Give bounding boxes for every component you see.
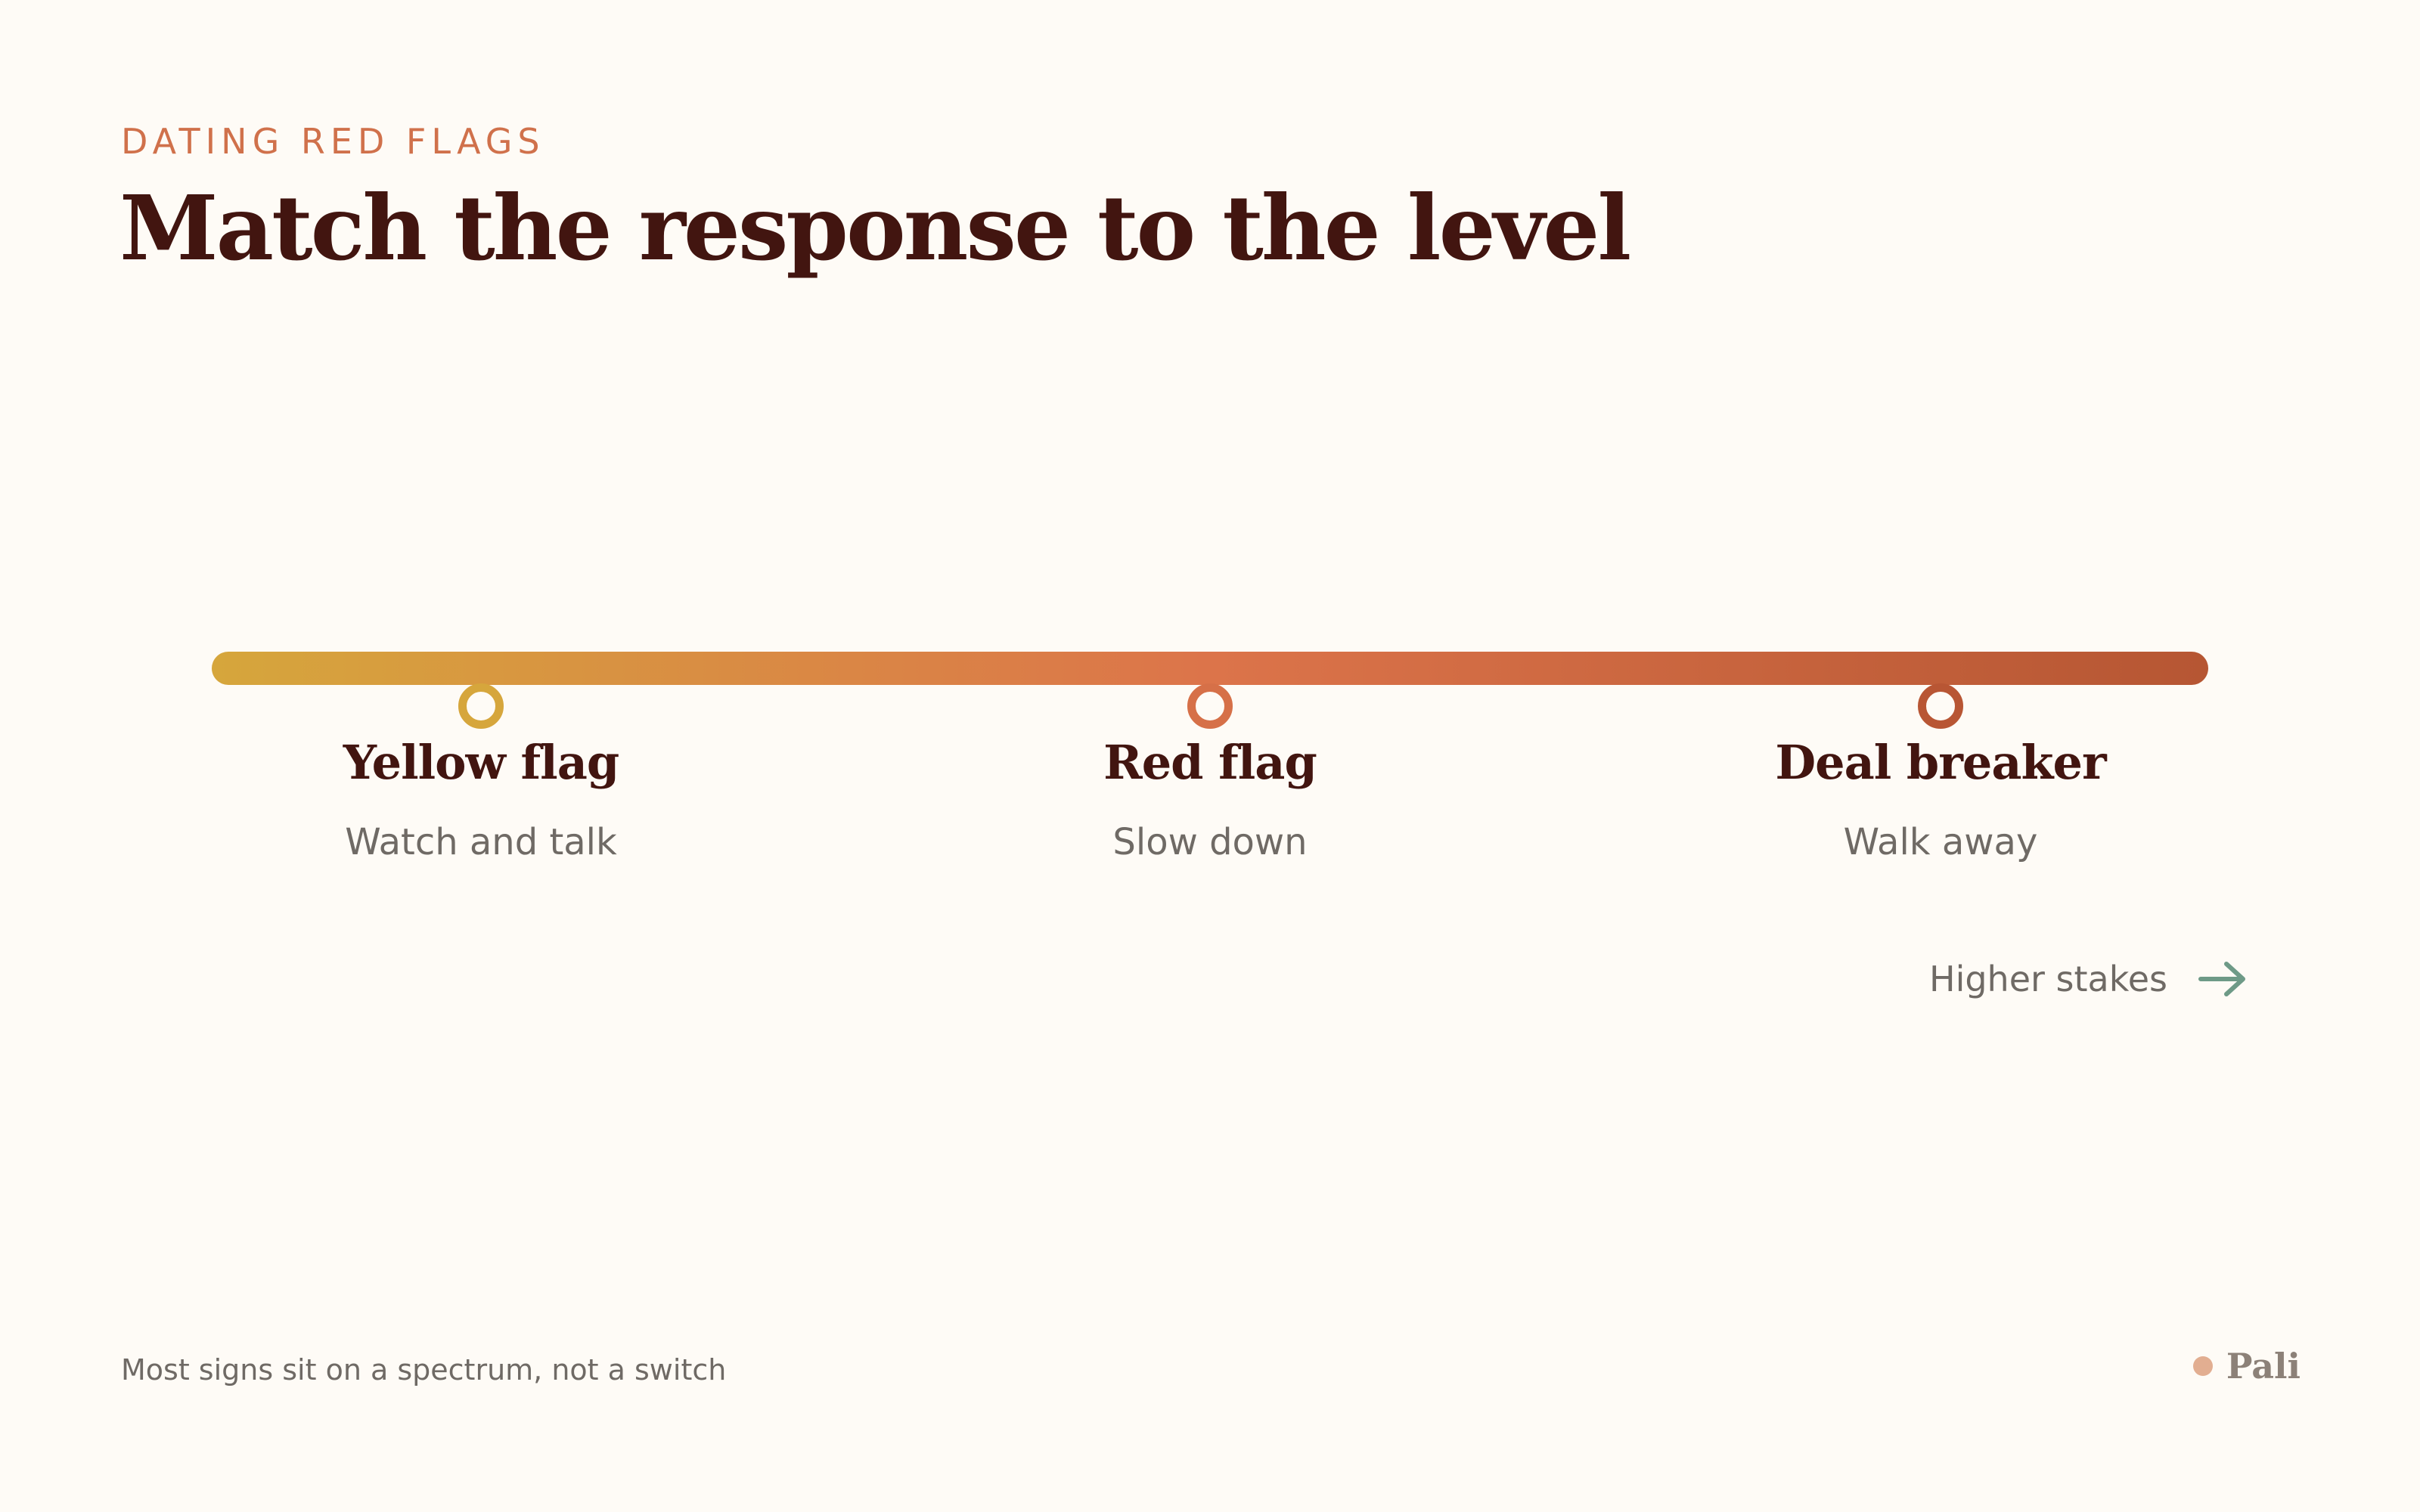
level-name-yellow-flag: Yellow flag xyxy=(343,735,619,790)
marker-yellow-flag xyxy=(458,683,504,729)
level-action-yellow-flag: Watch and talk xyxy=(345,821,617,863)
marker-red-flag xyxy=(1187,683,1233,729)
eyebrow-label: DATING RED FLAGS xyxy=(121,121,545,162)
brand-dot xyxy=(2192,1356,2213,1376)
brand-name: Pali xyxy=(2226,1346,2301,1387)
spectrum-track xyxy=(212,652,2208,685)
footer-note: Most signs sit on a spectrum, not a swit… xyxy=(121,1353,727,1387)
brand-logo: Pali xyxy=(2192,1346,2301,1387)
direction-label: Higher stakes xyxy=(1928,959,2167,999)
direction-indicator: Higher stakes xyxy=(1929,959,2248,999)
arrow-right-icon xyxy=(2198,962,2245,996)
level-name-red-flag: Red flag xyxy=(1103,735,1317,790)
level-name-deal-breaker: Deal breaker xyxy=(1775,735,2106,790)
marker-deal-breaker xyxy=(1918,683,1963,729)
level-action-deal-breaker: Walk away xyxy=(1843,821,2038,863)
page-title: Match the response to the level xyxy=(119,175,1631,280)
level-action-red-flag: Slow down xyxy=(1112,821,1308,863)
